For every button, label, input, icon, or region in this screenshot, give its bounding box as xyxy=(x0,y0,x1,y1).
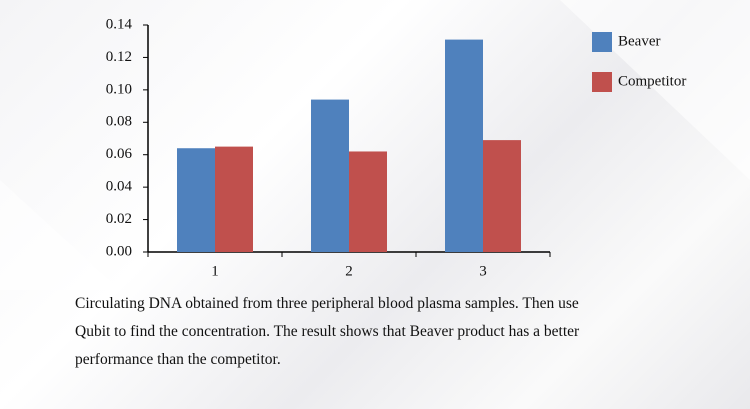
legend-label: Beaver xyxy=(618,33,660,49)
y-tick-label: 0.02 xyxy=(106,211,132,227)
y-tick-label: 0.06 xyxy=(106,146,133,162)
chart: 0.00 0.02 0.04 0.06 0.08 0.10 0.12 0.14 1 2 3 Beave… xyxy=(105,16,687,280)
bar xyxy=(177,148,215,252)
legend-label: Competitor xyxy=(618,73,686,89)
bar xyxy=(445,39,483,252)
legend-swatch xyxy=(592,72,612,92)
y-tick-label: 0.10 xyxy=(106,81,132,97)
caption-line: Qubit to find the concentration. The res… xyxy=(75,323,580,340)
y-tick-label: 0.00 xyxy=(106,243,132,259)
bar xyxy=(311,99,349,252)
y-tick-label: 0.12 xyxy=(106,49,132,65)
x-tick-label: 1 xyxy=(211,263,219,279)
bar xyxy=(215,146,253,252)
legend-swatch xyxy=(592,32,612,52)
y-tick-label: 0.08 xyxy=(106,114,132,130)
caption: Circulating DNA obtained from three peri… xyxy=(75,290,725,374)
bar xyxy=(483,140,521,252)
y-tick-label: 0.04 xyxy=(106,179,133,195)
x-tick-label: 2 xyxy=(345,263,353,279)
y-tick-label: 0.14 xyxy=(106,16,133,32)
caption-line: performance than the competitor. xyxy=(75,351,281,368)
bar xyxy=(349,151,387,252)
x-tick-label: 3 xyxy=(479,263,487,279)
caption-line: Circulating DNA obtained from three peri… xyxy=(75,295,579,312)
